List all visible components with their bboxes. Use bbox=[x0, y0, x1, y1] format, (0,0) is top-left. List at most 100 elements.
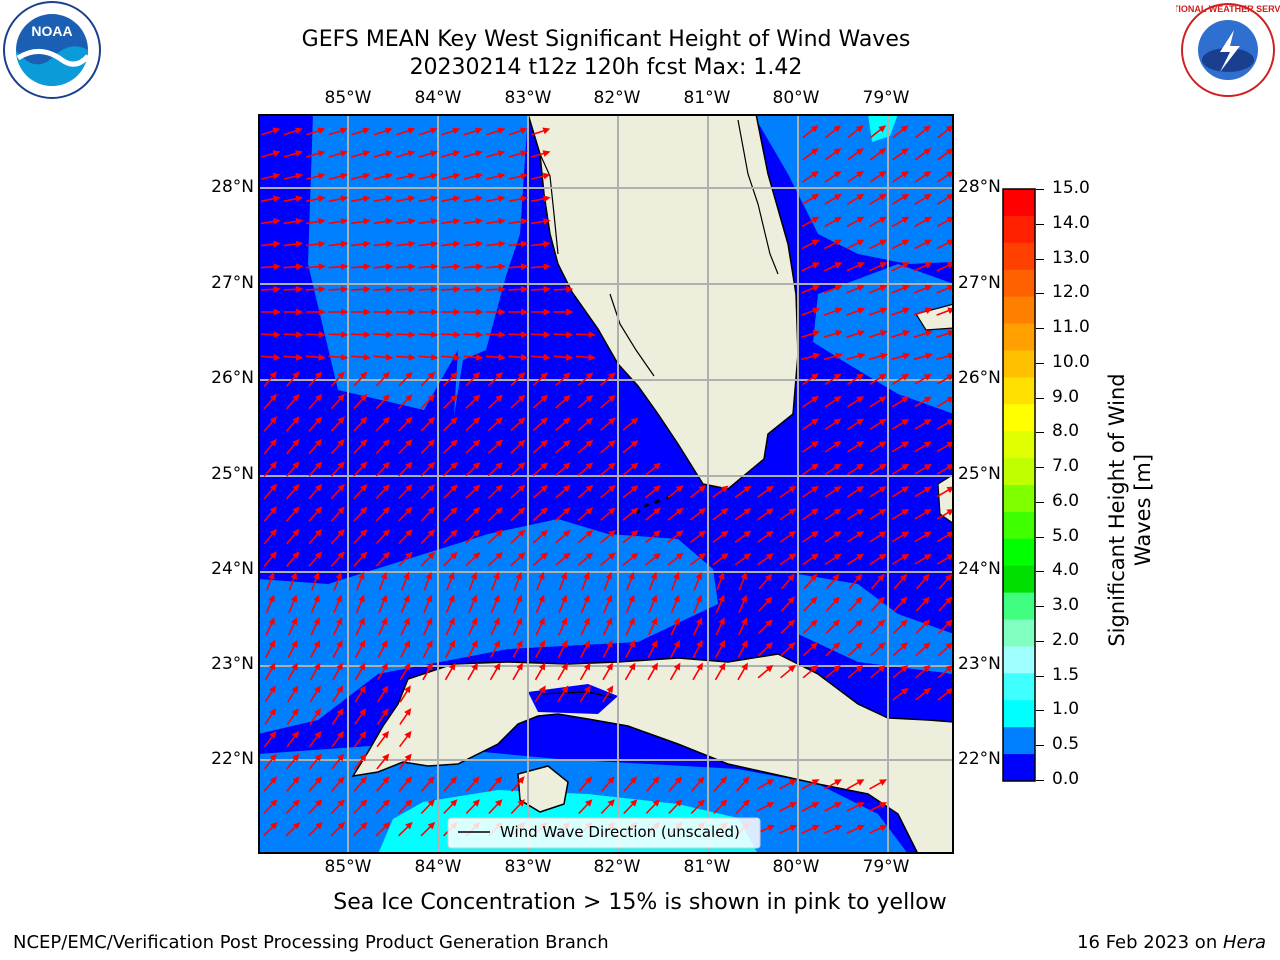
wind-arrow-head bbox=[448, 617, 455, 626]
wind-arrow-head bbox=[362, 150, 371, 157]
wind-arrow-head bbox=[856, 373, 865, 381]
wind-arrow-head bbox=[407, 150, 416, 157]
wind-arrow-head bbox=[515, 571, 523, 580]
wind-arrow-head bbox=[856, 396, 865, 403]
wind-arrow-head bbox=[720, 485, 729, 493]
wind-arrow-head bbox=[562, 552, 571, 560]
wind-arrow-head bbox=[743, 508, 752, 516]
wind-arrow-head bbox=[318, 263, 326, 271]
wind-arrow-head bbox=[766, 508, 774, 516]
wind-arrow-head bbox=[495, 439, 503, 447]
wind-arrow-head bbox=[923, 553, 932, 561]
lon-label-top: 84°W bbox=[414, 88, 462, 108]
wind-arrow-head bbox=[360, 461, 368, 470]
wind-arrow-head bbox=[833, 553, 842, 561]
wind-arrow-head bbox=[811, 193, 820, 201]
wind-arrow-head bbox=[901, 531, 910, 538]
wind-arrow-head bbox=[475, 150, 483, 157]
wind-arrow-head bbox=[382, 551, 390, 560]
colorbar-segment bbox=[1003, 538, 1035, 567]
wind-arrow-head bbox=[295, 263, 304, 271]
wind-arrow-head bbox=[924, 216, 933, 224]
wind-arrow-head bbox=[273, 308, 281, 316]
wind-arrow-head bbox=[630, 462, 639, 470]
wind-arrow-head bbox=[314, 776, 323, 784]
wind-arrow-head bbox=[498, 217, 506, 225]
wind-arrow-head bbox=[292, 461, 300, 469]
wind-arrow-head bbox=[430, 217, 439, 225]
wind-arrow-head bbox=[879, 262, 888, 269]
wind-arrow-head bbox=[404, 753, 412, 762]
colorbar-tick-label: 13.0 bbox=[1052, 247, 1090, 268]
wind-arrow-head bbox=[697, 776, 705, 784]
wind-arrow-head bbox=[833, 193, 842, 201]
wind-arrow-head bbox=[296, 331, 304, 339]
lat-label-left: 28°N bbox=[211, 177, 254, 197]
wind-arrow-head bbox=[337, 438, 345, 447]
wind-arrow-head bbox=[742, 799, 750, 807]
wind-arrow-head bbox=[268, 662, 276, 671]
wind-arrow-head bbox=[923, 486, 932, 493]
wind-arrow-head bbox=[382, 439, 390, 447]
wind-arrow-head bbox=[270, 821, 278, 830]
wind-arrow-head bbox=[450, 439, 458, 447]
wind-arrow-head bbox=[340, 353, 349, 361]
lon-label-bottom: 83°W bbox=[504, 857, 552, 877]
wind-arrow-head bbox=[405, 529, 413, 537]
wind-arrow-head bbox=[314, 506, 323, 515]
wind-arrow-head bbox=[295, 217, 304, 225]
wind-arrow-head bbox=[653, 462, 661, 470]
wind-arrow-head bbox=[470, 594, 478, 603]
wind-arrow-head bbox=[856, 779, 865, 786]
wind-arrow-head bbox=[878, 193, 887, 201]
wind-arrow-head bbox=[834, 824, 843, 832]
wind-arrow-head bbox=[543, 353, 551, 361]
wind-arrow-head bbox=[472, 799, 480, 807]
wind-arrow-head bbox=[811, 553, 819, 561]
wind-arrow-head bbox=[740, 594, 748, 603]
wind-arrow-head bbox=[269, 776, 278, 784]
wind-arrow-head bbox=[495, 394, 503, 402]
colorbar-tick-label: 5.0 bbox=[1052, 525, 1080, 546]
wind-arrow-head bbox=[923, 665, 931, 673]
wind-arrow-head bbox=[313, 617, 320, 626]
wind-arrow-head bbox=[650, 571, 658, 580]
wind-arrow-head bbox=[408, 263, 416, 271]
wind-arrow-head bbox=[318, 285, 326, 293]
wind-arrow-head bbox=[452, 172, 461, 180]
wind-arrow-head bbox=[628, 639, 636, 648]
wind-arrow-head bbox=[946, 374, 954, 381]
colorbar-tick-label: 12.0 bbox=[1052, 282, 1090, 303]
wind-arrow-head bbox=[318, 308, 326, 316]
wind-arrow-head bbox=[475, 172, 483, 180]
wind-arrow-head bbox=[314, 753, 322, 762]
wind-arrow-head bbox=[472, 484, 481, 492]
wind-arrow-head bbox=[720, 507, 729, 515]
wind-arrow-head bbox=[517, 484, 526, 493]
wind-arrow-head bbox=[292, 371, 300, 379]
wind-arrow-head bbox=[538, 662, 546, 671]
wind-arrow-head bbox=[497, 127, 506, 135]
wind-arrow-head bbox=[453, 331, 461, 339]
wind-arrow-head bbox=[628, 617, 635, 626]
wind-arrow-head bbox=[857, 352, 866, 360]
wind-arrow-head bbox=[431, 285, 439, 293]
wind-arrow-head bbox=[673, 571, 680, 580]
wind-arrow-head bbox=[381, 708, 389, 716]
wind-arrow-head bbox=[291, 617, 298, 626]
wind-arrow-head bbox=[855, 125, 864, 133]
lon-label-bottom: 82°W bbox=[593, 857, 641, 877]
wind-arrow-head bbox=[811, 802, 820, 809]
wind-arrow-head bbox=[585, 552, 594, 560]
colorbar-segment bbox=[1003, 673, 1035, 701]
wind-arrow-head bbox=[946, 216, 954, 224]
wind-arrow-head bbox=[856, 193, 865, 201]
wind-arrow-head bbox=[718, 571, 725, 580]
lat-label-left: 27°N bbox=[211, 273, 254, 293]
colorbar-segment bbox=[1003, 296, 1035, 325]
wind-arrow-head bbox=[314, 708, 322, 716]
wind-arrow-head bbox=[317, 150, 326, 157]
wind-arrow-head bbox=[360, 506, 368, 515]
wind-arrow-head bbox=[296, 308, 304, 316]
lat-label-left: 25°N bbox=[211, 464, 254, 484]
